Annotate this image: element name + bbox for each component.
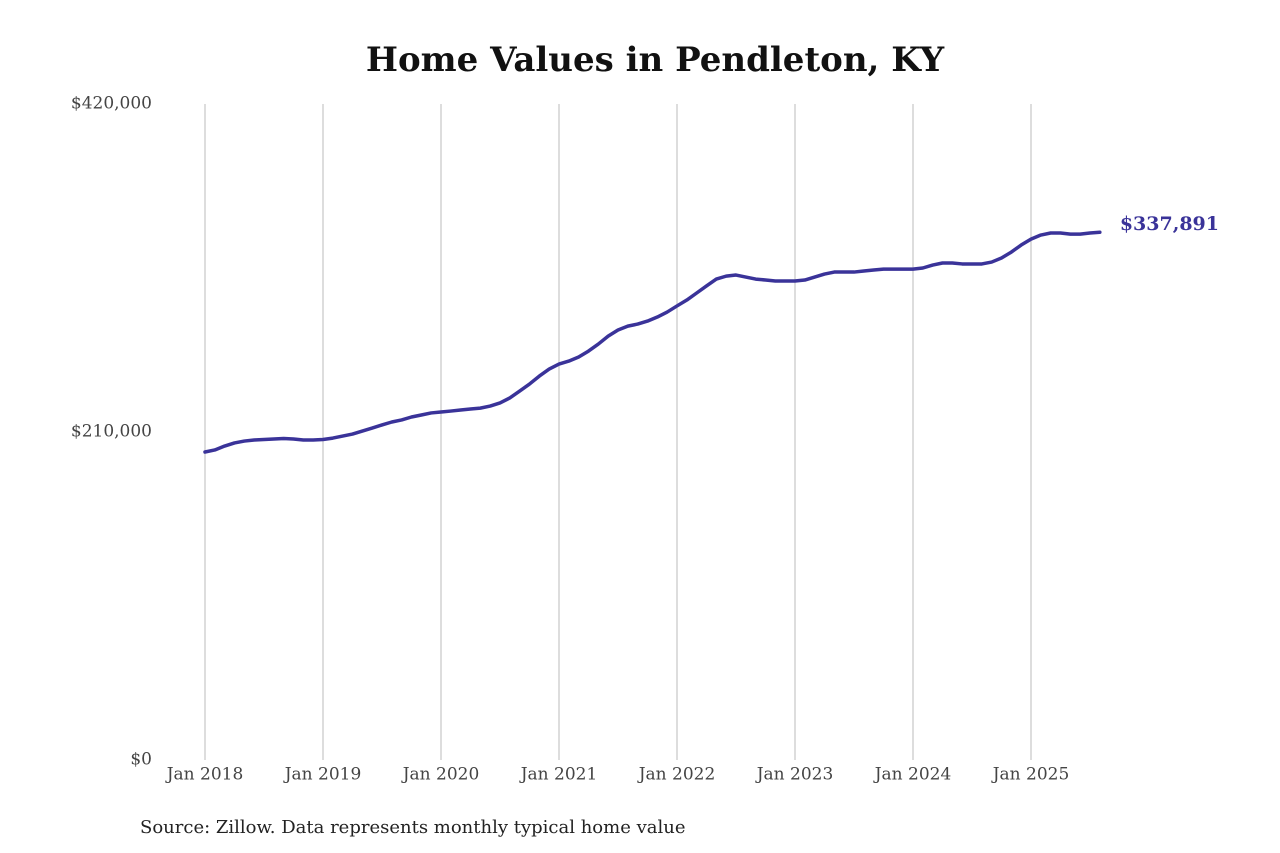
- x-tick-label: Jan 2020: [401, 765, 480, 785]
- x-tick-label: Jan 2018: [165, 765, 244, 785]
- source-note: Source: Zillow. Data represents monthly …: [140, 817, 686, 838]
- y-tick-label: $0: [130, 750, 152, 770]
- value-label: $337,891: [1120, 213, 1219, 235]
- x-tick-label: Jan 2023: [755, 765, 834, 785]
- line: [203, 230, 1102, 454]
- chart-title: Home Values in Pendleton, KY: [366, 40, 945, 80]
- y-tick-label: $210,000: [71, 422, 152, 442]
- x-tick-label: Jan 2022: [637, 765, 716, 785]
- y-tick-label: $420,000: [71, 94, 152, 114]
- x-tick-label: Jan 2024: [873, 765, 952, 785]
- x-tick-label: Jan 2021: [519, 765, 598, 785]
- x-tick-label: Jan 2019: [283, 765, 362, 785]
- x-tick-label: Jan 2025: [991, 765, 1070, 785]
